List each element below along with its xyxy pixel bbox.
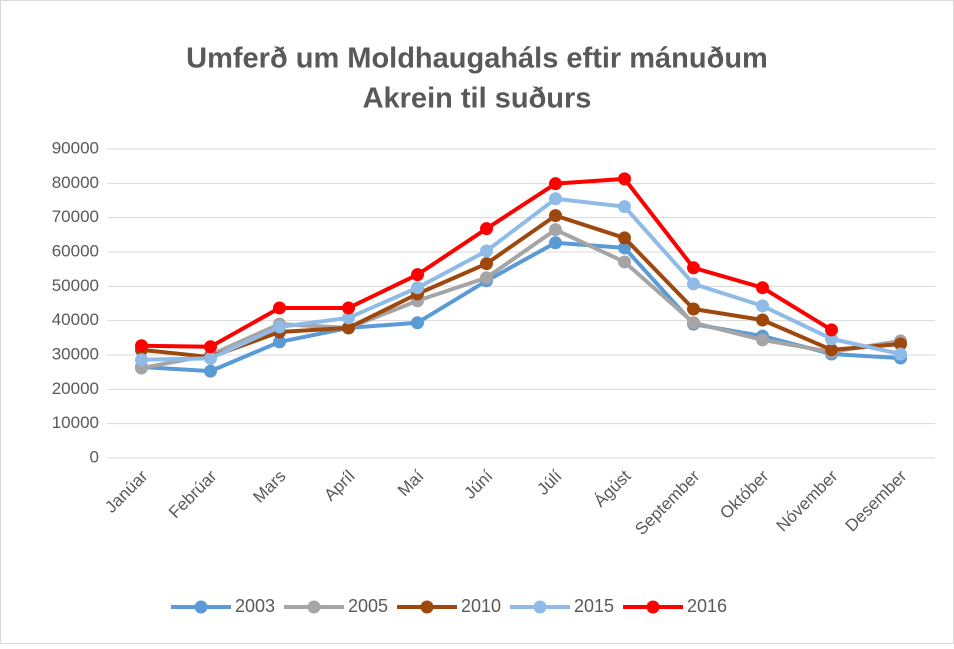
legend-marker <box>420 600 434 614</box>
y-tick-label: 70000 <box>52 207 99 226</box>
point <box>549 209 562 223</box>
point <box>411 316 424 330</box>
y-tick-label: 60000 <box>52 241 99 260</box>
point <box>549 223 562 237</box>
point <box>618 255 631 269</box>
point <box>756 333 769 347</box>
y-tick-label: 90000 <box>52 138 99 157</box>
point <box>618 231 631 245</box>
point <box>756 313 769 327</box>
point <box>825 323 838 337</box>
y-tick-label: 80000 <box>52 173 99 192</box>
legend-marker <box>646 600 660 614</box>
point <box>618 200 631 214</box>
point <box>687 277 700 291</box>
point <box>549 177 562 191</box>
point <box>480 257 493 271</box>
point <box>135 353 148 367</box>
point <box>204 364 217 378</box>
point <box>687 302 700 316</box>
point <box>480 271 493 285</box>
point <box>756 281 769 295</box>
point <box>204 340 217 354</box>
point <box>549 236 562 250</box>
point <box>411 281 424 295</box>
legend-marker <box>194 600 208 614</box>
legend-marker <box>307 600 321 614</box>
y-tick-label: 30000 <box>52 344 99 363</box>
point <box>135 339 148 353</box>
point <box>480 222 493 236</box>
series-line <box>141 240 901 374</box>
point <box>687 261 700 275</box>
series-line <box>141 227 901 371</box>
point <box>825 343 838 357</box>
chart-title: Akrein til suðurs <box>363 83 592 115</box>
legend-label: 2010 <box>461 596 501 616</box>
y-tick-label: 40000 <box>52 310 99 329</box>
point <box>273 320 286 334</box>
point <box>894 347 907 361</box>
series-line <box>141 196 901 362</box>
legend-label: 2015 <box>574 596 614 616</box>
point <box>342 321 355 335</box>
point <box>756 299 769 313</box>
y-tick-label: 10000 <box>52 413 99 432</box>
point <box>273 301 286 315</box>
point <box>204 351 217 365</box>
point <box>342 311 355 325</box>
point <box>894 337 907 351</box>
legend-marker <box>533 600 547 614</box>
point <box>273 335 286 349</box>
point <box>342 301 355 315</box>
point <box>411 268 424 282</box>
series-line <box>141 213 901 360</box>
y-tick-label: 20000 <box>52 379 99 398</box>
y-tick-label: 0 <box>90 447 99 466</box>
point <box>549 192 562 206</box>
point <box>825 332 838 346</box>
legend-label: 2005 <box>348 596 388 616</box>
y-tick-label: 50000 <box>52 276 99 295</box>
point <box>618 172 631 186</box>
point <box>480 244 493 258</box>
legend-label: 2016 <box>687 596 727 616</box>
point <box>618 241 631 255</box>
chart-title: Umferð um Moldhaugaháls eftir mánuðum <box>186 43 768 75</box>
legend-label: 2003 <box>235 596 275 616</box>
point <box>687 316 700 330</box>
